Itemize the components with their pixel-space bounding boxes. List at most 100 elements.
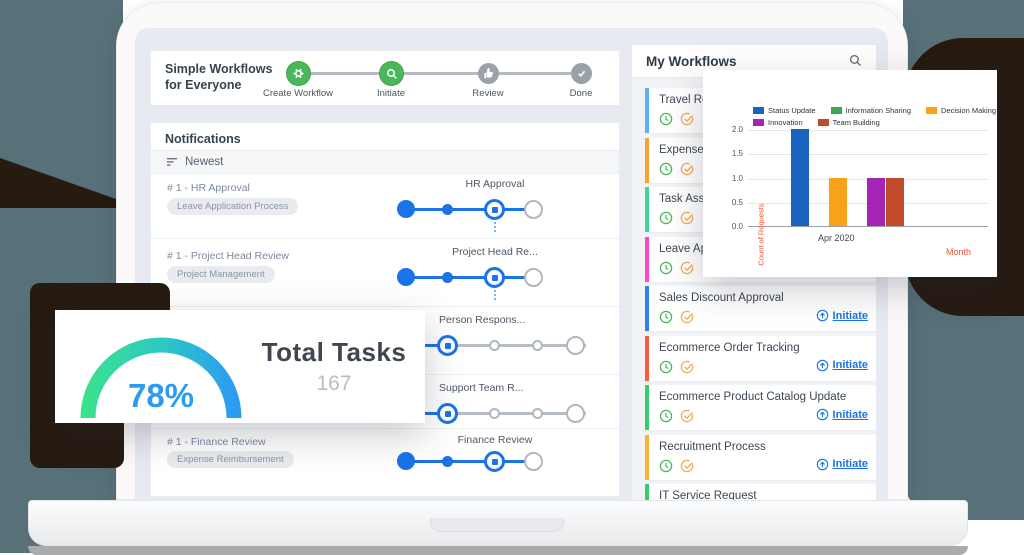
progress-node-pending — [532, 408, 543, 419]
current-step-label: Person Respons... — [439, 314, 526, 326]
progress-node-dots — [494, 290, 496, 300]
sort-newest-label: Newest — [185, 156, 224, 168]
workflow-list-item[interactable]: Ecommerce Product Catalog Update Initiate — [645, 385, 876, 430]
workflow-item-icons — [659, 310, 694, 324]
notification-row[interactable]: # 1 - HR Approval Leave Application Proc… — [151, 171, 619, 239]
check-circle-icon — [680, 162, 694, 175]
chart-bar — [791, 129, 809, 226]
step-done[interactable] — [571, 63, 592, 84]
sort-newest[interactable]: Newest — [151, 150, 619, 174]
check-circle-icon — [680, 459, 694, 472]
initiate-link[interactable]: Initiate — [816, 458, 868, 471]
progress-node-current — [484, 267, 505, 288]
workflow-item-title: Sales Discount Approval — [659, 292, 784, 304]
workflow-item-title: Ecommerce Order Tracking — [659, 341, 800, 354]
initiate-label: Initiate — [832, 458, 868, 470]
chart-y-axis-label: Count of Requests — [756, 203, 766, 266]
chart-legend-row-1: Status Update Information Sharing Decisi… — [753, 106, 996, 115]
progress-node-dots — [494, 222, 496, 232]
workflow-list-item[interactable]: Recruitment Process Initiate — [645, 434, 876, 480]
current-step-label: Support Team R... — [439, 382, 524, 394]
notification-row[interactable]: # 1 - Finance Review Expense Reimburseme… — [151, 429, 619, 498]
notification-row[interactable]: # 1 - Project Head Review Project Manage… — [151, 239, 619, 307]
workflow-tag: Expense Reimbursement — [167, 451, 294, 468]
clock-icon — [659, 459, 673, 472]
bg-shape-slate-left — [0, 0, 123, 553]
workflow-tag: Project Management — [167, 266, 275, 283]
clock-icon — [659, 162, 673, 175]
clock-icon — [659, 211, 673, 225]
progress-node-current — [484, 199, 505, 220]
progress-node-pending — [566, 404, 585, 423]
check-circle-icon — [680, 409, 694, 423]
workflow-item-icons — [659, 409, 694, 423]
tasks-count: 167 — [316, 372, 352, 395]
workflow-item-icons — [659, 162, 694, 176]
check-circle-icon — [680, 360, 694, 373]
gear-icon — [293, 68, 304, 79]
chart-y-tick: 0.0 — [731, 222, 743, 231]
progress-node-done — [397, 452, 415, 470]
notification-title: # 1 - Project Head Review — [167, 250, 289, 262]
legend-label: Status Update — [768, 106, 816, 115]
chart-gridline — [748, 154, 988, 156]
workflow-list-item[interactable]: Sales Discount Approval Initiate — [645, 286, 876, 331]
chart-gridline — [748, 130, 988, 131]
thumbs-up-icon — [484, 68, 493, 79]
legend-label: Team Building — [832, 118, 880, 127]
chart-plot-area: Count of Requests 0.0 0.5 1.0 1.5 2.0 — [732, 125, 988, 266]
check-circle-icon — [680, 310, 694, 324]
step-label-review: Review — [472, 88, 504, 99]
initiate-label: Initiate — [832, 309, 868, 322]
initiate-icon — [816, 408, 828, 421]
progress-node-done — [442, 456, 453, 467]
legend-swatch — [925, 107, 937, 114]
step-review[interactable] — [478, 63, 499, 84]
initiate-link[interactable]: Initiate — [816, 408, 868, 421]
initiate-icon — [816, 359, 828, 371]
legend-swatch — [817, 119, 829, 126]
legend-item: Information Sharing — [830, 106, 911, 115]
step-label-create-workflow: Create Workflow — [262, 88, 334, 99]
notification-row[interactable]: Support Team R... — [151, 375, 619, 429]
initiate-link[interactable]: Initiate — [816, 309, 868, 322]
step-create-workflow[interactable] — [287, 62, 310, 85]
initiate-link[interactable]: Initiate — [816, 359, 868, 372]
notifications-title: Notifications — [165, 132, 241, 146]
progress-node-done — [442, 204, 453, 215]
progress-node-current — [437, 403, 458, 424]
notification-title: # 1 - HR Approval — [167, 182, 250, 194]
workflow-item-icons — [659, 112, 694, 126]
legend-swatch — [753, 107, 764, 114]
chart-bar — [867, 177, 885, 226]
current-step-label: Project Head Re... — [452, 246, 538, 258]
current-step-label: HR Approval — [465, 178, 525, 190]
workflow-item-title: Ecommerce Product Catalog Update — [659, 391, 847, 403]
search-button[interactable] — [849, 54, 862, 67]
progress-node-pending — [489, 340, 500, 351]
step-label-initiate: Initiate — [377, 88, 405, 99]
initiate-label: Initiate — [832, 359, 868, 371]
legend-label: Innovation — [768, 118, 803, 127]
progress-node-done — [397, 268, 415, 286]
step-initiate[interactable] — [380, 62, 403, 85]
stepper-heading: Simple Workflows for Everyone — [165, 62, 273, 92]
progress-node-pending — [524, 452, 543, 471]
stepper-panel: Simple Workflows for Everyone — [150, 50, 620, 106]
filter-icon — [167, 158, 177, 166]
legend-swatch — [753, 119, 764, 126]
check-icon — [578, 70, 586, 77]
workflow-item-title: IT Service Request — [659, 490, 757, 500]
stepper-connector — [298, 72, 581, 75]
clock-icon — [659, 360, 673, 373]
step-label-done: Done — [569, 88, 593, 99]
legend-label: Information Sharing — [845, 106, 911, 115]
initiate-label: Initiate — [832, 408, 868, 421]
workflow-list-item[interactable]: IT Service Request — [645, 484, 876, 500]
gauge-arc-icon — [80, 337, 242, 418]
legend-item: Status Update — [753, 106, 816, 115]
workflow-list-item[interactable]: Ecommerce Order Tracking Initiate — [645, 335, 876, 381]
clock-icon — [659, 409, 673, 423]
workflow-item-title: Recruitment Process — [659, 440, 766, 453]
